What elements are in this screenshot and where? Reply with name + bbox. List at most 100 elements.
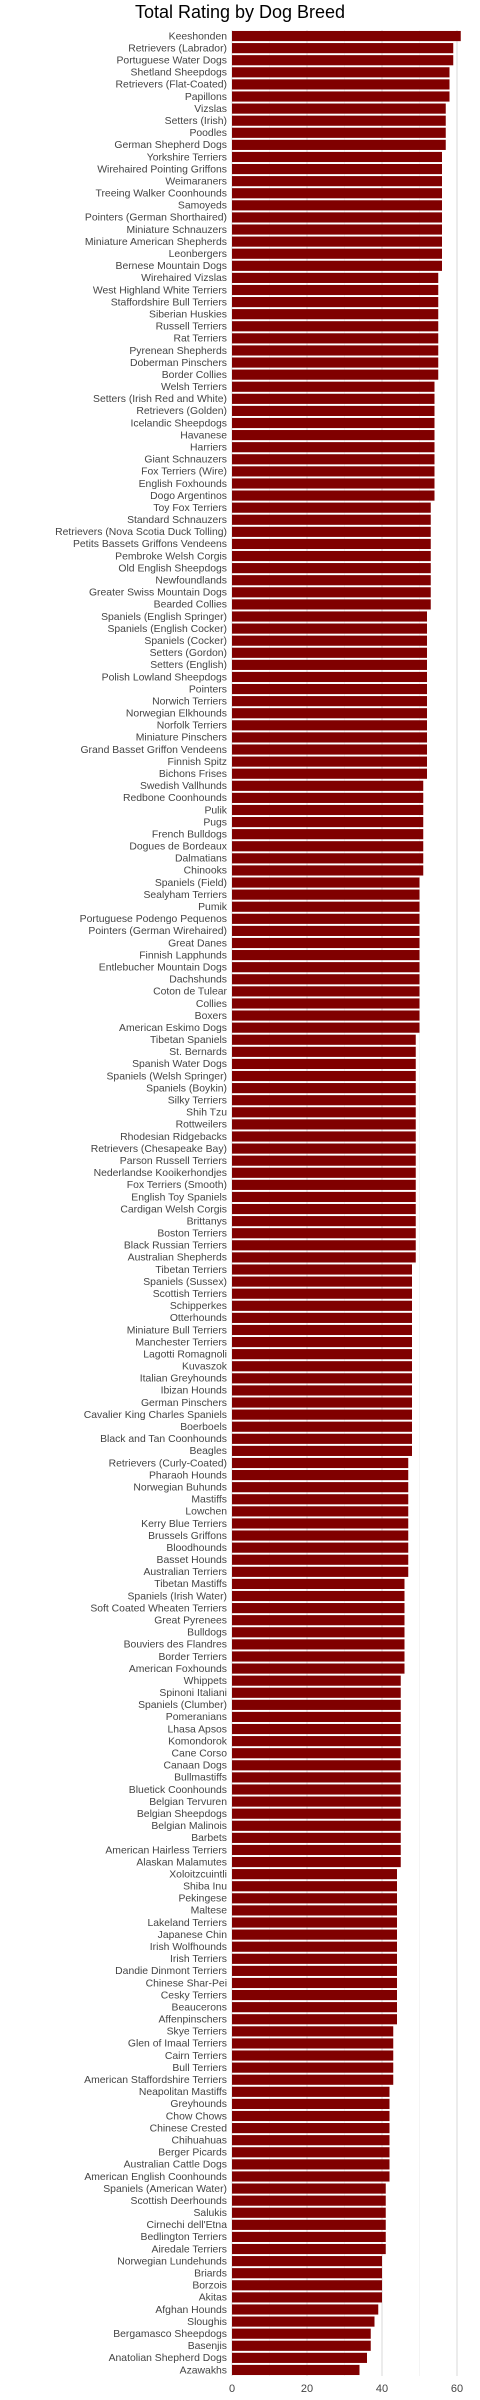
category-label: Pomeranians <box>166 1712 227 1723</box>
category-label: Keeshonden <box>169 31 228 42</box>
category-label: Brittanys <box>187 1216 227 1227</box>
category-label: Norwegian Buhunds <box>133 1482 227 1493</box>
bar <box>232 1832 401 1843</box>
category-label: Cesky Terriers <box>161 1990 227 2001</box>
category-label: Scottish Deerhounds <box>131 2196 227 2207</box>
category-label: Komondorok <box>168 1736 228 1747</box>
category-label: Irish Terriers <box>170 1954 227 1965</box>
bar <box>232 115 446 126</box>
x-tick-label: 60 <box>451 2383 463 2395</box>
bar <box>232 1373 412 1384</box>
bar <box>232 2002 397 2013</box>
bar <box>232 998 420 1009</box>
category-label: Shih Tzu <box>186 1108 227 1119</box>
category-label: Ibizan Hounds <box>161 1386 227 1397</box>
bar <box>232 1095 416 1106</box>
category-label: Lhasa Apsos <box>167 1724 227 1735</box>
category-label: Pulik <box>204 805 227 816</box>
category-label: Whippets <box>184 1676 227 1687</box>
category-label: Chinese Shar-Pei <box>146 1978 227 1989</box>
bar <box>232 1711 401 1723</box>
category-label: Bloodhounds <box>166 1543 227 1554</box>
bar <box>232 599 431 610</box>
bar <box>232 2062 394 2073</box>
bar <box>232 1034 416 1045</box>
bar <box>232 829 424 840</box>
category-label: Pembroke Welsh Corgis <box>115 551 227 562</box>
category-label: Leonbergers <box>169 249 227 260</box>
bar <box>232 2183 386 2194</box>
category-label: Spaniels (Welsh Springer) <box>106 1071 227 1082</box>
bar <box>232 804 424 816</box>
category-label: Tibetan Terriers <box>155 1265 227 1276</box>
bar <box>232 345 439 356</box>
bar <box>232 272 439 283</box>
category-label: Norfolk Terriers <box>157 721 227 732</box>
category-label: Welsh Terriers <box>161 382 227 393</box>
bar <box>232 1518 409 1529</box>
category-label: Samoyeds <box>178 201 227 212</box>
category-label: Spaniels (Field) <box>155 878 227 889</box>
category-label: Fox Terriers (Wire) <box>141 467 227 478</box>
category-label: Retrievers (Curly-Coated) <box>109 1458 227 1469</box>
bar <box>232 841 424 852</box>
category-label: Neapolitan Mastiffs <box>139 2087 227 2098</box>
bar <box>232 466 435 477</box>
bar <box>232 877 420 888</box>
category-label: Pointers (German Wirehaired) <box>88 926 227 937</box>
bar <box>232 1470 409 1481</box>
category-label: American Staffordshire Terriers <box>84 2075 227 2086</box>
category-label: American Hairless Terriers <box>105 1845 227 1856</box>
category-label: Soft Coated Wheaten Terriers <box>90 1603 227 1614</box>
category-label: Parson Russell Terriers <box>120 1156 227 1167</box>
category-label: Otterhounds <box>170 1313 227 1324</box>
bar <box>232 1796 401 1807</box>
category-label: Cardigan Welsh Corgis <box>120 1204 227 1215</box>
category-label: Alaskan Malamutes <box>136 1857 227 1868</box>
category-label: Basenjis <box>188 2341 227 2352</box>
bar <box>232 1312 412 1323</box>
bar <box>232 2026 394 2037</box>
category-label: Border Collies <box>162 370 227 381</box>
bar <box>232 393 435 404</box>
bar <box>232 1421 412 1432</box>
bar <box>232 224 442 235</box>
bar <box>232 442 435 453</box>
category-label: Bearded Collies <box>154 600 227 611</box>
category-label: Bichons Frises <box>159 769 227 780</box>
category-label: Azawakhs <box>180 2365 227 2376</box>
bar <box>232 2231 386 2243</box>
bar <box>232 1760 401 1771</box>
category-label: Cirnechi dell'Etna <box>146 2220 227 2231</box>
bar <box>232 284 439 296</box>
category-label: Dogo Argentinos <box>150 491 227 502</box>
bar <box>232 1905 397 1916</box>
category-label: Miniature Schnauzers <box>127 225 228 236</box>
bar <box>232 671 427 683</box>
bar <box>232 43 454 54</box>
category-label: Boerboels <box>180 1422 227 1433</box>
bar <box>232 430 435 441</box>
category-label: Retrievers (Labrador) <box>128 43 227 54</box>
bar <box>232 1361 412 1372</box>
bar <box>232 2328 371 2339</box>
category-label: Kerry Blue Terriers <box>141 1519 227 1530</box>
category-label: Salukis <box>194 2208 228 2219</box>
category-label: Black and Tan Coonhounds <box>100 1434 227 1445</box>
bar <box>232 1288 412 1299</box>
category-label: Beagles <box>189 1446 227 1457</box>
category-label: Silky Terriers <box>168 1096 227 1107</box>
bar <box>232 1881 397 1892</box>
category-label: Coton de Tulear <box>153 987 227 998</box>
bar <box>232 1554 409 1565</box>
category-label: Bouviers des Flandres <box>124 1640 227 1651</box>
category-label: Sloughis <box>187 2317 227 2328</box>
category-label: Finnish Spitz <box>168 757 227 768</box>
bar <box>232 1276 412 1287</box>
bar <box>232 853 424 864</box>
category-label: Lagotti Romagnoli <box>143 1349 227 1360</box>
category-label: Borzois <box>192 2281 227 2292</box>
bar <box>232 103 446 114</box>
